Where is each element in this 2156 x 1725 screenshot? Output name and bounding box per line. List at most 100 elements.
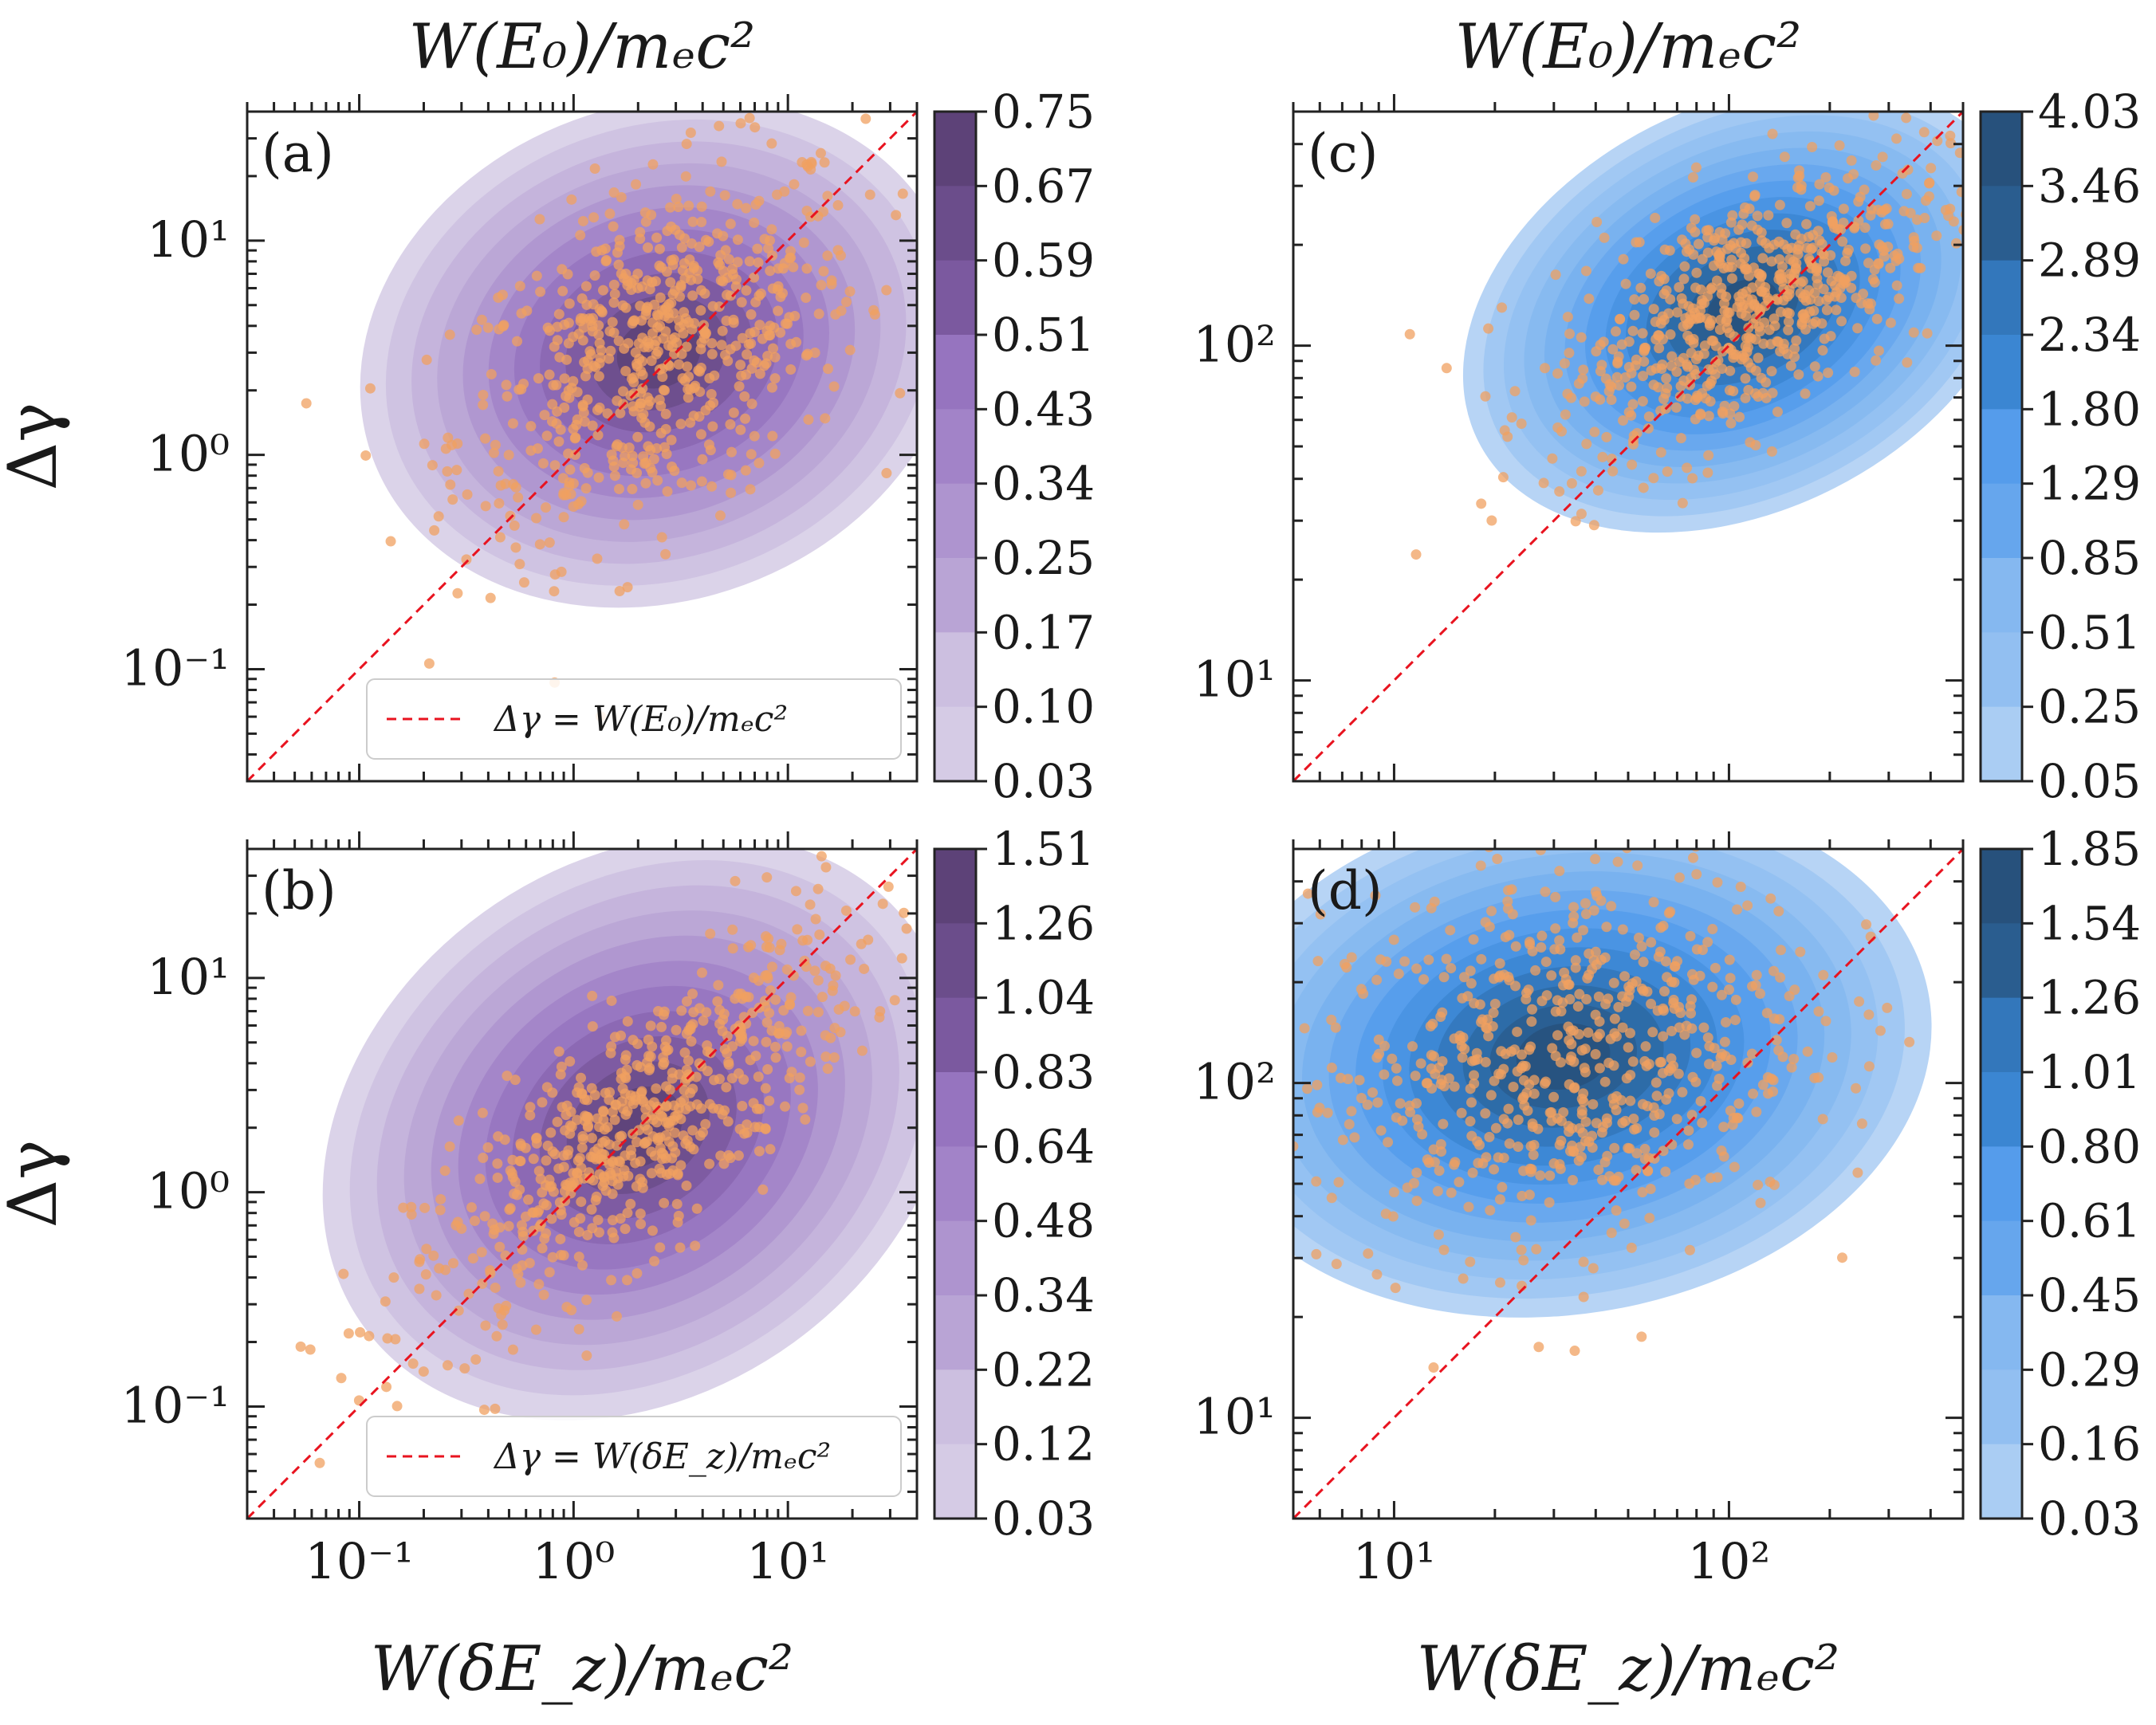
scatter-point <box>592 553 603 564</box>
scatter-point <box>819 157 830 168</box>
scatter-point <box>1639 822 1650 832</box>
scatter-point <box>1849 366 1860 377</box>
scatter-point <box>541 430 553 442</box>
colorbar-tick-label: 0.59 <box>992 234 1095 288</box>
scatter-point <box>651 232 663 243</box>
scatter-point <box>1902 357 1913 368</box>
scatter-point <box>381 1381 392 1393</box>
scatter-point <box>1312 1079 1323 1090</box>
colorbar-segment <box>934 1444 976 1519</box>
scatter-point <box>695 305 706 316</box>
scatter-point <box>690 1240 701 1252</box>
scatter-point <box>1555 944 1566 955</box>
scatter-point <box>1698 1022 1709 1033</box>
scatter-point <box>1675 380 1686 391</box>
scatter-point <box>576 1142 588 1153</box>
scatter-point <box>1719 1036 1730 1047</box>
scatter-point <box>1683 1125 1694 1136</box>
scatter-point <box>628 377 639 388</box>
scatter-point <box>576 1259 588 1271</box>
scatter-point <box>1722 307 1733 318</box>
scatter-point <box>1763 210 1774 221</box>
scatter-point <box>1510 1232 1521 1243</box>
scatter-point <box>1908 327 1919 338</box>
scatter-point <box>1472 1054 1483 1065</box>
scatter-point <box>1556 1135 1567 1146</box>
scatter-point <box>732 198 743 210</box>
scatter-point <box>1865 210 1876 221</box>
scatter-point <box>708 397 719 408</box>
scatter-point <box>1637 328 1648 339</box>
scatter-point <box>1768 965 1780 976</box>
scatter-point <box>507 1172 518 1183</box>
scatter-point <box>665 202 676 213</box>
scatter-point <box>1580 1116 1591 1127</box>
scatter-point <box>655 427 667 438</box>
scatter-point <box>1725 973 1736 984</box>
plot-area <box>247 112 917 781</box>
scatter-point <box>547 1087 558 1098</box>
scatter-point <box>874 1012 885 1023</box>
scatter-point <box>1578 925 1589 936</box>
scatter-point <box>820 1030 831 1041</box>
scatter-point <box>1945 130 1956 141</box>
scatter-point <box>746 308 757 320</box>
scatter-point <box>1765 339 1776 350</box>
scatter-point <box>1613 1001 1624 1012</box>
scatter-point <box>686 238 697 249</box>
scatter-point <box>1813 1006 1824 1017</box>
scatter-point <box>459 1363 470 1374</box>
scatter-point <box>480 433 491 444</box>
scatter-point <box>1637 1187 1648 1198</box>
scatter-point <box>637 383 648 394</box>
scatter-point <box>1946 138 1957 149</box>
scatter-point <box>1767 128 1778 139</box>
scatter-point <box>679 319 690 330</box>
scatter-point <box>1411 963 1422 974</box>
scatter-point <box>1354 1075 1365 1086</box>
scatter-point <box>1649 1127 1660 1138</box>
scatter-point <box>691 1203 702 1214</box>
scatter-point <box>1469 998 1480 1009</box>
scatter-point <box>1908 232 1919 243</box>
scatter-point <box>1589 426 1600 438</box>
scatter-point <box>1356 1093 1367 1104</box>
scatter-point <box>762 1064 773 1075</box>
scatter-point <box>1521 988 1532 999</box>
scatter-point <box>1617 924 1628 935</box>
scatter-point <box>1393 969 1404 980</box>
scatter-point <box>1587 964 1598 975</box>
scatter-point <box>689 317 700 328</box>
scatter-point <box>644 421 655 432</box>
scatter-point <box>1326 1193 1337 1204</box>
scatter-point <box>515 1277 526 1288</box>
scatter-point <box>1550 269 1561 281</box>
scatter-point <box>746 940 757 951</box>
scatter-point <box>698 1015 709 1026</box>
scatter-point <box>856 938 867 949</box>
scatter-point <box>600 1135 611 1146</box>
scatter-point <box>770 994 781 1005</box>
scatter-point <box>447 1258 458 1269</box>
scatter-point <box>690 1071 702 1083</box>
y-tick-label: 10² <box>1193 1053 1276 1111</box>
colorbar-segment <box>1981 260 2022 336</box>
scatter-point <box>663 312 675 324</box>
scatter-point <box>427 460 438 471</box>
scatter-point <box>360 450 372 461</box>
scatter-point <box>398 1202 409 1213</box>
scatter-point <box>380 1296 391 1307</box>
scatter-point <box>561 391 572 402</box>
scatter-point <box>608 221 619 232</box>
legend-label: Δγ = W(δE_z)/mₑc² <box>493 1436 831 1477</box>
scatter-point <box>578 407 589 418</box>
scatter-point <box>1772 407 1783 418</box>
scatter-point <box>528 1153 539 1165</box>
scatter-point <box>1662 383 1673 394</box>
scatter-point <box>734 1035 746 1047</box>
scatter-point <box>769 352 781 363</box>
scatter-point <box>1410 549 1422 560</box>
scatter-point <box>687 1125 698 1136</box>
scatter-point <box>1441 363 1452 374</box>
